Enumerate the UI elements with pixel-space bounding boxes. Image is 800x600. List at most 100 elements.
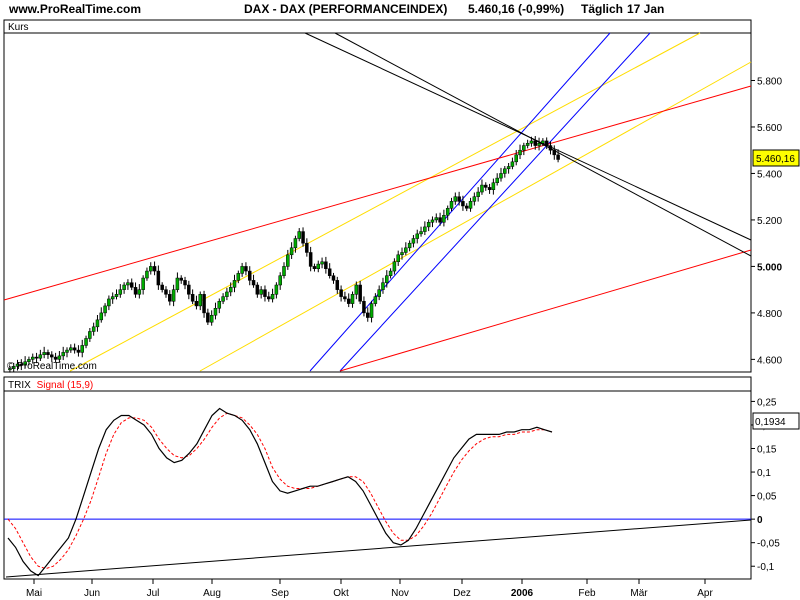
trix-last-label: 0,1934 — [755, 417, 786, 428]
candle — [316, 260, 321, 273]
trend-yellow-lower — [199, 61, 752, 372]
candle — [407, 240, 412, 252]
candle — [484, 182, 488, 191]
candle — [324, 256, 328, 274]
candle — [221, 293, 225, 305]
candle — [286, 249, 290, 270]
candle — [369, 300, 374, 323]
trix-panel-frame — [3, 376, 752, 580]
price-tick-label: 5.000 — [757, 262, 782, 273]
candle — [400, 247, 404, 260]
candle — [449, 197, 454, 212]
price-tick-label: 5.600 — [757, 123, 782, 134]
candle — [76, 345, 81, 357]
trix-trendline — [5, 519, 752, 578]
price-axis: 5.800 5.600 5.400 5.200 5.000 4.800 4.600 — [751, 76, 782, 366]
candle — [289, 242, 294, 259]
candle — [171, 284, 176, 307]
signal-line — [7, 412, 553, 570]
candle — [217, 298, 222, 314]
time-tick-label: Dez — [453, 588, 471, 599]
candle — [19, 359, 24, 371]
candle — [240, 262, 244, 277]
candle — [339, 285, 343, 302]
candle — [476, 187, 480, 202]
candle — [232, 274, 237, 293]
candle — [118, 284, 123, 298]
candle — [38, 349, 43, 362]
trix-last-box — [752, 412, 800, 430]
candle — [346, 293, 351, 308]
candle — [107, 295, 111, 311]
candle — [244, 262, 248, 276]
candle — [354, 281, 359, 300]
candle — [404, 242, 408, 256]
candle — [114, 289, 119, 300]
candle — [34, 352, 39, 364]
candle — [251, 274, 256, 288]
candle — [225, 287, 229, 301]
candle — [442, 209, 446, 227]
candle — [80, 339, 84, 358]
candle — [552, 145, 557, 160]
trend-blue-upper — [309, 32, 611, 372]
candle — [99, 307, 104, 323]
time-tick-label: Feb — [578, 588, 596, 599]
candle — [461, 195, 465, 211]
candle — [468, 197, 473, 212]
candle — [419, 226, 423, 237]
time-tick-label: Apr — [697, 588, 713, 599]
candle — [327, 263, 332, 279]
trend-red-upper — [3, 85, 752, 301]
candle — [110, 292, 115, 304]
candle — [297, 228, 301, 242]
candle — [491, 178, 496, 195]
price-tick-label: 5.200 — [757, 216, 782, 227]
candle — [202, 290, 206, 318]
candle — [335, 276, 340, 294]
candle — [145, 267, 149, 281]
trix-line — [7, 407, 553, 577]
candle — [84, 335, 88, 349]
candle — [152, 261, 157, 276]
candle — [350, 291, 355, 308]
instrument-title: DAX - DAX (PERFORMANCEINDEX) — [244, 2, 448, 16]
candle — [480, 179, 484, 195]
candle — [377, 285, 381, 301]
candle — [126, 279, 130, 290]
candle — [392, 258, 397, 275]
trix-tick-label: 0 — [757, 515, 763, 526]
candle — [129, 278, 134, 291]
candle — [537, 137, 541, 151]
time-tick-label: Okt — [333, 588, 349, 599]
candle — [91, 322, 96, 336]
chart-header: www.ProRealTime.com DAX - DAX (PERFORMAN… — [0, 0, 800, 18]
candle — [206, 308, 210, 325]
frequency-label: Täglich — [581, 2, 624, 16]
candle — [320, 257, 324, 269]
candle — [373, 293, 378, 307]
last-price-box — [752, 149, 800, 167]
price-tick-label: 5.400 — [757, 169, 782, 180]
candle — [548, 141, 553, 155]
candle — [61, 346, 65, 361]
trend-blue-lower — [339, 32, 651, 372]
time-tick-label: Sep — [271, 588, 289, 599]
candle — [103, 303, 107, 317]
trix-tick-label: 0,05 — [757, 492, 777, 503]
candle — [168, 290, 172, 306]
candle — [50, 351, 54, 362]
candle — [137, 284, 142, 299]
time-tick-label: Jun — [84, 588, 100, 599]
candle — [518, 144, 522, 160]
time-tick-label: Mai — [26, 588, 42, 599]
candle — [514, 149, 518, 166]
candle — [15, 359, 20, 371]
candle — [255, 282, 260, 298]
candle — [274, 282, 279, 299]
candle — [510, 157, 515, 170]
site-link[interactable]: www.ProRealTime.com — [9, 2, 142, 16]
candle — [453, 192, 458, 205]
trix-tick-label: 0,1 — [757, 468, 771, 479]
